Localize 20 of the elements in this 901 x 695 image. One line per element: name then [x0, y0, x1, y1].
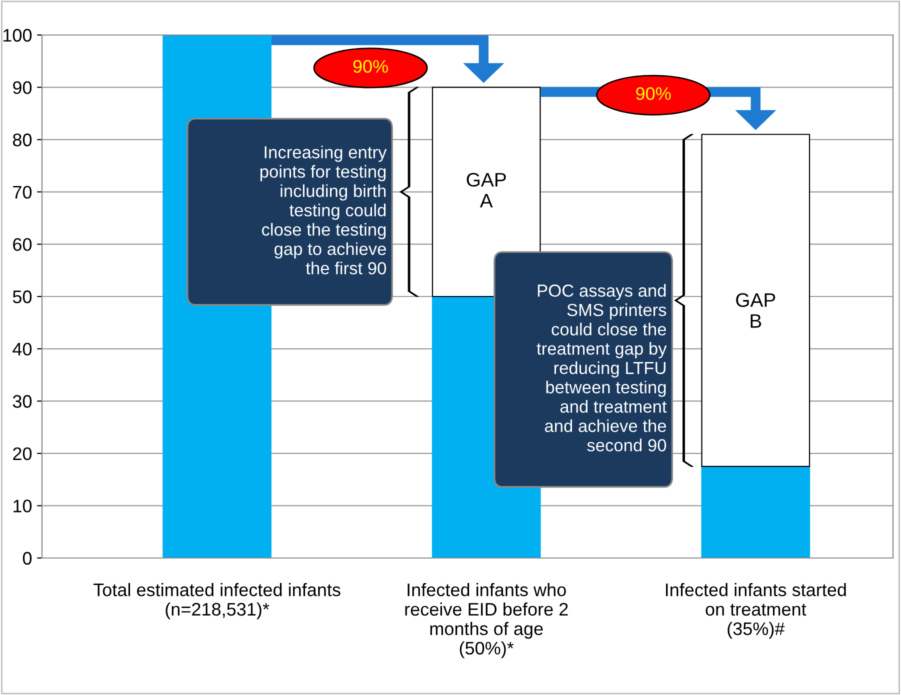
y-tick-label: 80: [12, 134, 32, 146]
y-tick-label: 20: [13, 447, 32, 460]
y-tick-label: 100: [4, 28, 32, 42]
annotation: Increasing entry points for testing including birth testing could close the testing gap to achieve the first 90: [260, 146, 387, 274]
annotation: GAP A: [466, 172, 506, 208]
y-tick-label: 10: [14, 500, 32, 512]
annotation: 90%: [636, 87, 671, 100]
x-tick-label: Total estimated infected infants (n=218,531)*: [94, 583, 340, 620]
y-tick-label: 60: [13, 238, 32, 251]
annotation: GAP B: [736, 293, 776, 328]
x-tick-label: Infected infants who receive EID before 2 months of age (50%)*: [405, 583, 568, 658]
y-tick-label: 30: [12, 395, 32, 408]
y-tick-label: 0: [22, 552, 32, 565]
y-tick-label: 40: [12, 342, 32, 356]
y-tick-label: 50: [12, 290, 32, 304]
x-tick-label: Infected infants started on treatment (35%)#: [666, 583, 846, 639]
y-tick-label: 70: [13, 186, 32, 199]
y-tick-label: 90: [13, 81, 32, 94]
text: POC assays and SMS printers could close the treatment gap by reducing LTFU between testing and treatment and achieve the second 90: [536, 284, 667, 452]
annotation: 90%: [353, 60, 388, 73]
